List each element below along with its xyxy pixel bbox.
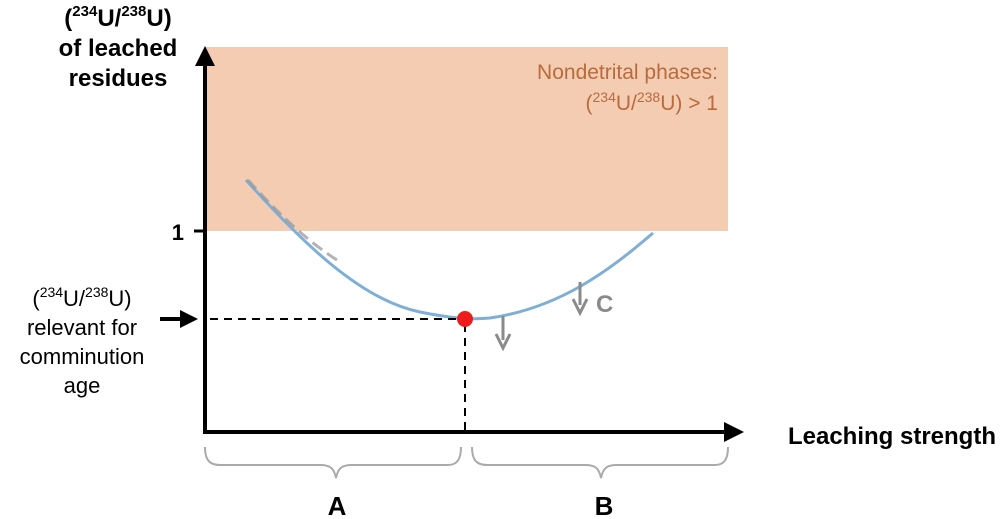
relevant-pointer-head xyxy=(180,310,198,328)
y-axis-label-line3: residues xyxy=(69,65,168,92)
nondetrital-label: Nondetrital phases: xyxy=(537,61,718,84)
brace-b-label: B xyxy=(595,491,614,519)
x-axis-label: Leaching strength xyxy=(788,423,996,450)
downward-arrow-1-head xyxy=(494,333,512,352)
relevant-label-line2: relevant for xyxy=(27,315,137,340)
x-axis-arrowhead xyxy=(724,422,744,442)
y-axis-label-line1: (234U/238U) xyxy=(64,3,171,32)
downward-arrow-2-head xyxy=(571,298,589,317)
relevant-label-line4: age xyxy=(64,373,101,398)
brace-b xyxy=(471,446,729,479)
brace-a xyxy=(204,446,462,479)
curve-dashed-segment xyxy=(246,178,341,264)
brace-a-label: A xyxy=(328,491,347,519)
minimum-point xyxy=(457,311,473,327)
y-axis-arrowhead xyxy=(195,46,215,66)
nondetrital-ratio: (234U/238U) > 1 xyxy=(586,89,719,115)
nondetrital-region xyxy=(205,47,728,231)
relevant-label-line1: (234U/238U) xyxy=(32,284,131,311)
y-tick-1-label: 1 xyxy=(172,220,184,245)
relevant-label-line3: comminution xyxy=(20,344,145,369)
leaching-curve xyxy=(244,178,654,321)
c-label: C xyxy=(596,291,613,318)
y-axis-label-line2: of leached xyxy=(59,35,178,62)
